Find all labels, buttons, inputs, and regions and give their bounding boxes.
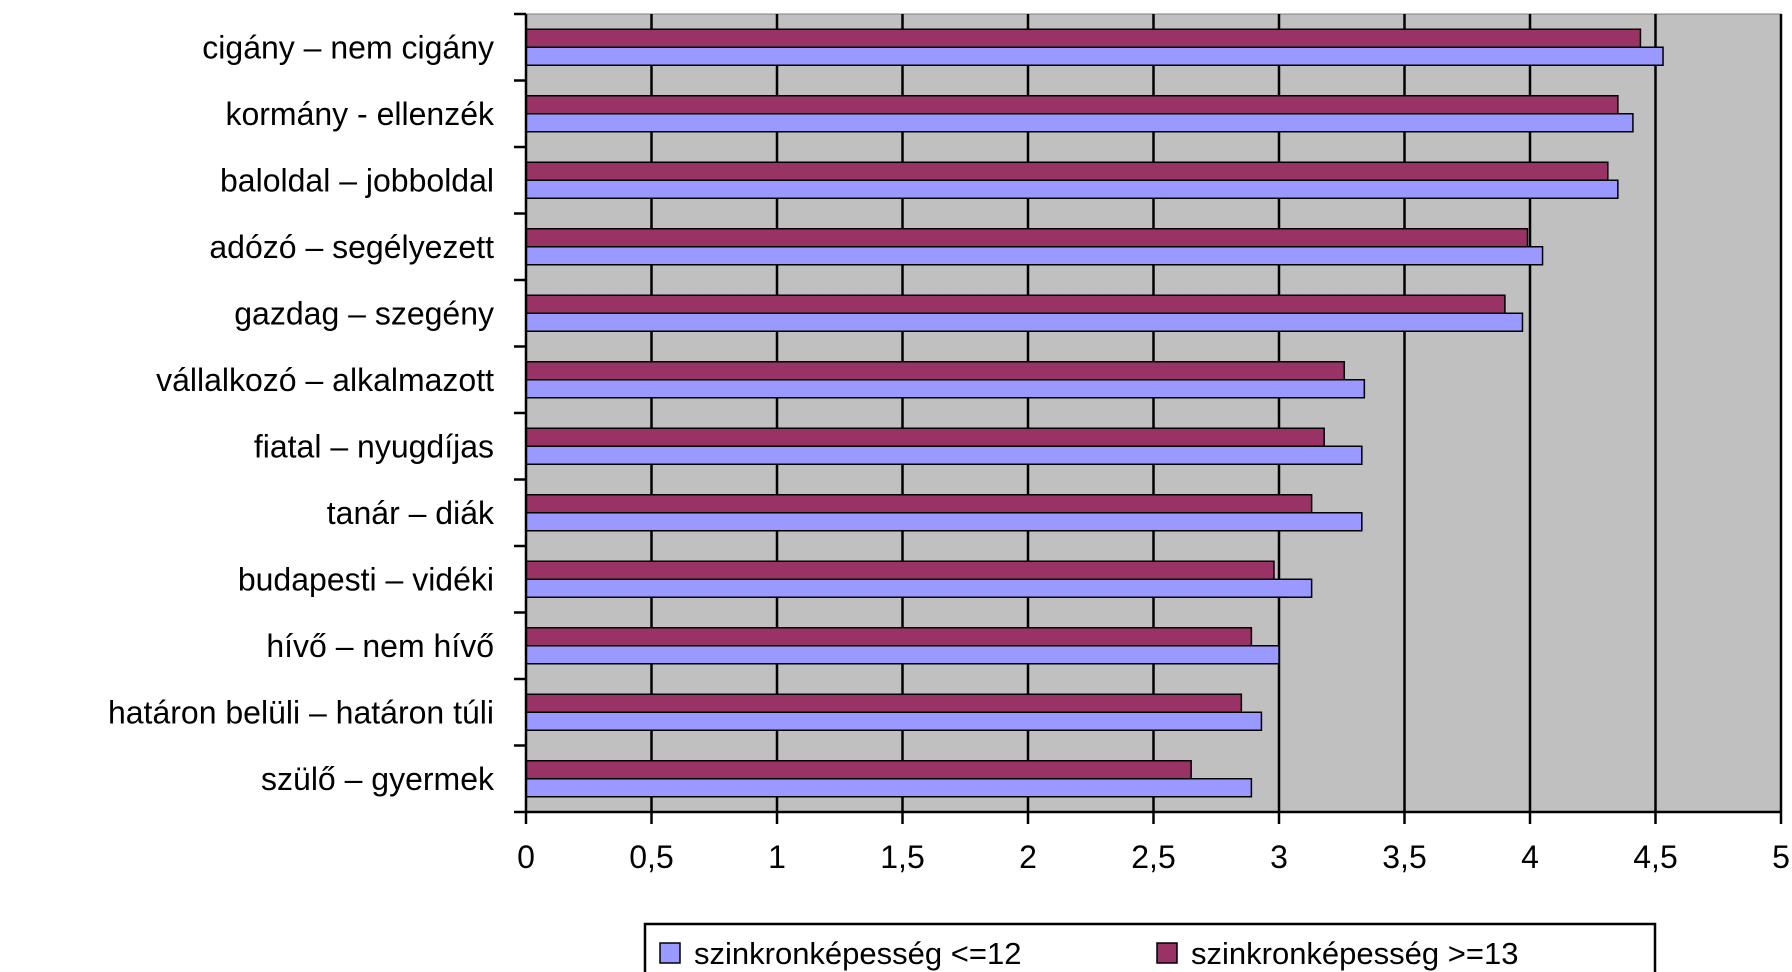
category-label: hívő – nem hívő bbox=[266, 628, 494, 664]
bar-series-1 bbox=[525, 711, 1263, 731]
gridlines bbox=[650, 14, 1783, 812]
bar-series-2 bbox=[525, 95, 1619, 115]
x-tick-label: 0,5 bbox=[629, 839, 673, 875]
legend-swatch-1 bbox=[659, 942, 681, 964]
bar-series-1 bbox=[525, 578, 1313, 598]
bar-series-1 bbox=[525, 778, 1253, 798]
axes bbox=[514, 12, 1783, 824]
category-label: tanár – diák bbox=[327, 495, 495, 531]
bar-series-2 bbox=[525, 760, 1192, 780]
bar-series-1 bbox=[525, 179, 1619, 199]
bar-series-1 bbox=[525, 645, 1280, 665]
category-label: cigány – nem cigány bbox=[202, 29, 494, 65]
bar-series-1 bbox=[525, 246, 1544, 266]
legend-box bbox=[643, 922, 1657, 972]
x-tick-label: 2,5 bbox=[1131, 839, 1175, 875]
bar-series-2 bbox=[525, 161, 1609, 181]
category-label: szülő – gyermek bbox=[261, 761, 495, 797]
category-labels: cigány – nem cigány kormány - ellenzék bal… bbox=[108, 29, 495, 797]
bar-series-2 bbox=[525, 361, 1346, 381]
x-tick-label: 1,5 bbox=[880, 839, 924, 875]
bar-series-1 bbox=[525, 445, 1363, 465]
bar-series-1 bbox=[525, 113, 1634, 133]
x-tick-label: 4 bbox=[1521, 839, 1539, 875]
x-tick-label: 3,5 bbox=[1382, 839, 1426, 875]
category-label: gazdag – szegény bbox=[234, 295, 494, 331]
x-tick-label: 2 bbox=[1019, 839, 1037, 875]
bar-series-2 bbox=[525, 294, 1506, 314]
legend-label-2: szinkronképesség >=13 bbox=[1191, 936, 1518, 971]
x-tick-label: 0 bbox=[517, 839, 535, 875]
bar-series-2 bbox=[525, 494, 1313, 514]
category-label: baloldal – jobboldal bbox=[220, 162, 494, 198]
x-tick-labels: 0 0,5 1 1,5 2 2,5 3 3,5 4 4,5 5 bbox=[517, 839, 1790, 875]
category-label: határon belüli – határon túli bbox=[108, 694, 494, 730]
category-label: adózó – segélyezett bbox=[209, 229, 494, 265]
category-label: fiatal – nyugdíjas bbox=[254, 428, 494, 464]
category-label: kormány - ellenzék bbox=[225, 96, 495, 132]
bar-series-2 bbox=[525, 560, 1275, 580]
bar-series-2 bbox=[525, 28, 1642, 48]
bar-series-1 bbox=[525, 512, 1363, 532]
x-tick-label: 1 bbox=[768, 839, 786, 875]
bar-series-1 bbox=[525, 46, 1664, 66]
category-label: vállalkozó – alkalmazott bbox=[156, 362, 494, 398]
x-tick-label: 3 bbox=[1270, 839, 1288, 875]
category-label: budapesti – vidéki bbox=[238, 561, 494, 597]
x-tick-label: 4,5 bbox=[1633, 839, 1677, 875]
bar-series-2 bbox=[525, 693, 1243, 713]
bar-series-2 bbox=[525, 627, 1253, 647]
legend-label-1: szinkronképesség <=12 bbox=[694, 936, 1021, 971]
bar-series-2 bbox=[525, 228, 1529, 248]
legend: szinkronképesség <=12 szinkronképesség >=… bbox=[643, 922, 1657, 972]
bar-series-2 bbox=[525, 427, 1325, 447]
bar-series-1 bbox=[525, 379, 1366, 399]
x-tick-label: 5 bbox=[1772, 839, 1790, 875]
legend-swatch-2 bbox=[1156, 942, 1178, 964]
bars bbox=[525, 28, 1664, 798]
bar-series-1 bbox=[525, 312, 1524, 332]
